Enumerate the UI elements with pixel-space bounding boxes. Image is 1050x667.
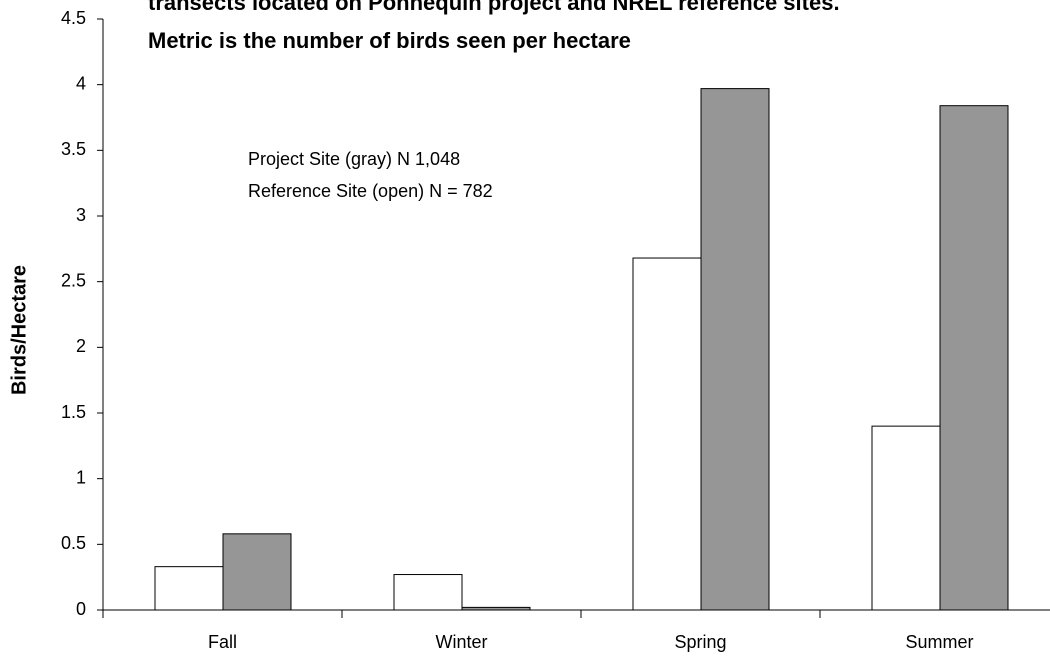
annotation: Reference Site (open) N = 782 (248, 181, 493, 201)
annotation: Project Site (gray) N 1,048 (248, 149, 460, 169)
y-tick-label: 2 (76, 336, 86, 356)
y-tick-label: 4 (76, 73, 86, 93)
x-tick-label: Spring (674, 632, 726, 652)
y-tick-label: 4.5 (61, 8, 86, 28)
bar (700, 88, 770, 611)
bar (632, 257, 702, 611)
y-tick-label: 0 (76, 599, 86, 619)
x-tick-label: Summer (905, 632, 973, 652)
y-tick-label: 3.5 (61, 139, 86, 159)
bar (939, 105, 1009, 611)
bar (461, 606, 531, 611)
x-tick-label: Fall (208, 632, 237, 652)
y-tick-label: 0.5 (61, 533, 86, 553)
bar (871, 425, 941, 611)
y-tick-label: 2.5 (61, 270, 86, 290)
bar (154, 566, 224, 611)
chart-title: Metric is the number of birds seen per h… (148, 28, 631, 53)
y-tick-label: 1.5 (61, 402, 86, 422)
x-tick-label: Winter (435, 632, 487, 652)
bar (393, 574, 463, 611)
bar (222, 533, 292, 611)
y-axis-label: Birds/Hectare (8, 265, 30, 395)
chart-title: transects located on Ponnequin project a… (148, 0, 840, 15)
y-tick-label: 3 (76, 205, 86, 225)
y-tick-label: 1 (76, 467, 86, 487)
